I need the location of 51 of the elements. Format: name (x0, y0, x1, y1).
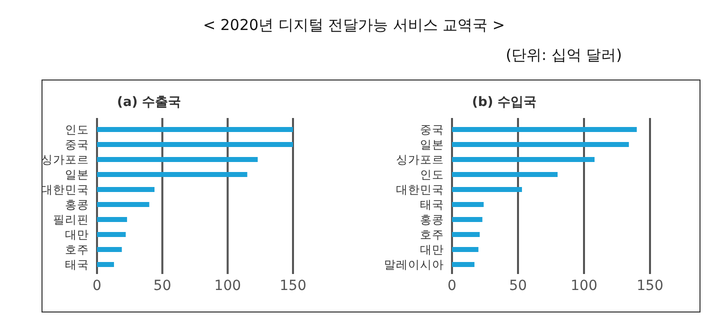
y-tick-label: 싱가포르 (396, 152, 444, 166)
bar (452, 232, 480, 237)
bar (97, 247, 122, 252)
y-tick-label: 대만 (420, 242, 444, 256)
bar (97, 142, 293, 147)
x-tick-label: 100 (570, 278, 598, 294)
bar (97, 262, 114, 267)
y-tick-label: 싱가포르 (41, 152, 89, 166)
y-tick-label: 중국 (420, 122, 444, 136)
text: (단위: 십억 달러) (506, 46, 622, 64)
x-tick-label: 100 (214, 278, 242, 294)
y-tick-label: 인도 (420, 168, 444, 182)
chart-title: (b) 수입국 (472, 95, 537, 110)
x-tick-label: 0 (448, 278, 456, 294)
bar (452, 157, 595, 162)
text: < 2020년 디지털 전달가능 서비스 교역국 > (203, 16, 505, 34)
y-tick-label: 말레이시아 (384, 258, 444, 272)
bar (97, 217, 128, 222)
bar (452, 187, 522, 192)
bar (97, 232, 126, 237)
x-tick-label: 150 (280, 278, 306, 294)
bar (97, 157, 258, 162)
y-tick-label: 중국 (65, 138, 89, 152)
y-tick-label: 태국 (65, 258, 89, 272)
x-tick-label: 50 (509, 278, 527, 294)
bar (97, 127, 293, 132)
x-tick-label: 50 (153, 278, 172, 294)
chart-title: (a) 수출국 (117, 95, 182, 110)
x-tick-label: 150 (636, 278, 664, 294)
y-tick-label: 대만 (65, 228, 89, 242)
bar (452, 262, 474, 267)
bar (97, 202, 150, 207)
y-tick-label: 홍콩 (65, 198, 89, 212)
bar (452, 217, 482, 222)
bar (452, 172, 558, 177)
y-tick-label: 일본 (65, 168, 89, 182)
y-tick-label: 태국 (420, 198, 444, 212)
y-tick-label: 홍콩 (420, 212, 444, 226)
bar (452, 247, 478, 252)
y-tick-label: 필리핀 (53, 212, 89, 226)
bar (452, 127, 637, 132)
y-tick-label: 일본 (420, 138, 444, 152)
x-tick-label: 0 (92, 278, 102, 294)
y-tick-label: 호주 (65, 242, 89, 256)
bar (452, 142, 629, 147)
bar (97, 187, 154, 192)
y-tick-label: 대한민국 (396, 182, 444, 196)
y-tick-label: 호주 (420, 228, 444, 242)
bar (452, 202, 484, 207)
bar (97, 172, 248, 177)
y-tick-label: 인도 (65, 122, 89, 136)
